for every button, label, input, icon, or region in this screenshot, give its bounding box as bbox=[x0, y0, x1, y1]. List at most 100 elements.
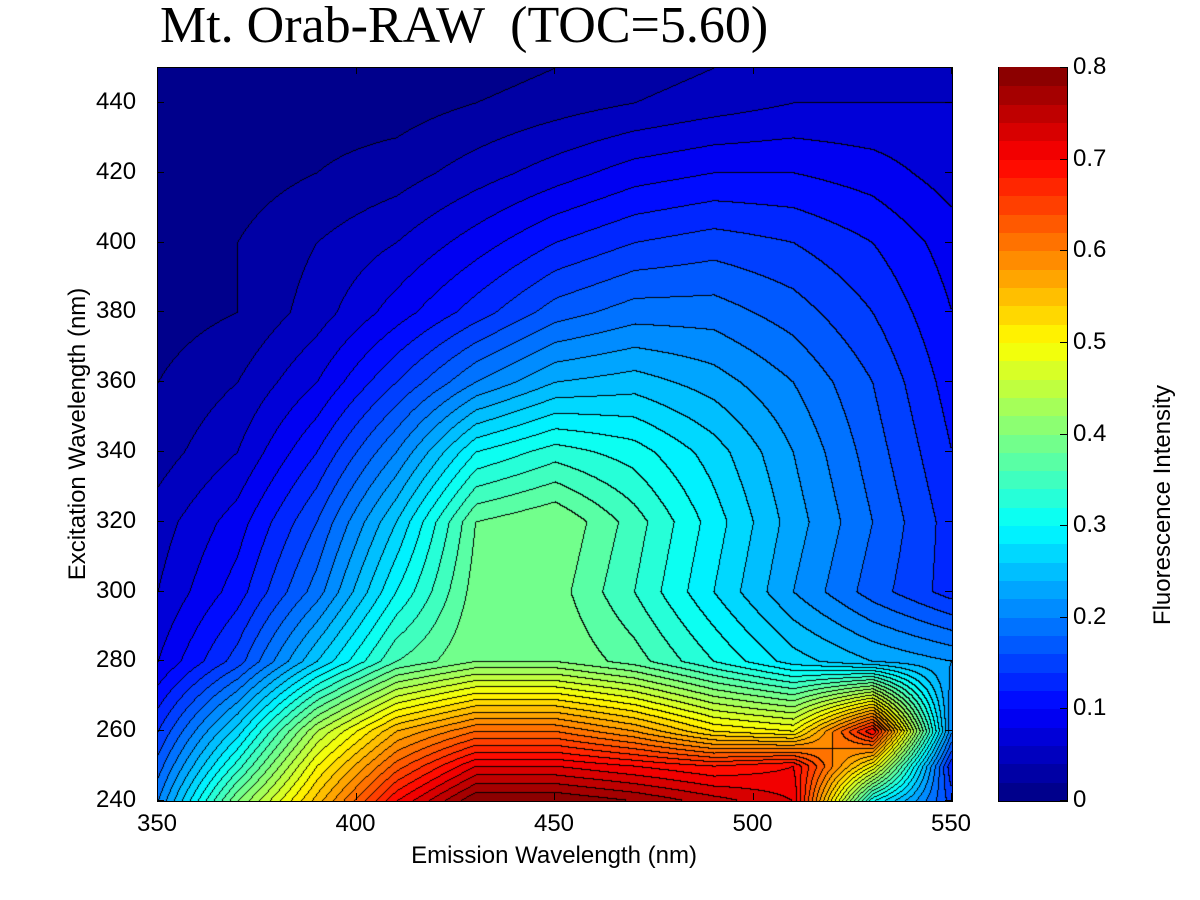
tick-mark bbox=[951, 67, 952, 74]
tick-mark bbox=[554, 793, 555, 800]
y-tick-label: 260 bbox=[96, 716, 137, 744]
colorbar-segment bbox=[999, 634, 1067, 655]
y-tick-label: 440 bbox=[96, 87, 137, 115]
tick-mark bbox=[157, 450, 164, 452]
colorbar-segment bbox=[999, 176, 1067, 197]
colorbar-segment bbox=[999, 689, 1067, 710]
colorbar-segment bbox=[999, 524, 1067, 545]
tick-mark bbox=[1060, 708, 1067, 710]
colorbar-segment bbox=[999, 451, 1067, 472]
y-tick-label: 400 bbox=[96, 227, 137, 255]
y-axis-label: Excitation Wavelength (nm) bbox=[64, 287, 91, 581]
colorbar-segment bbox=[999, 671, 1067, 692]
colorbar-segment bbox=[999, 543, 1067, 563]
colorbar-segment bbox=[999, 84, 1067, 105]
contour-field bbox=[158, 68, 952, 801]
y-tick-label: 300 bbox=[96, 576, 137, 604]
tick-mark bbox=[157, 241, 164, 243]
colorbar-tick-label: 0.7 bbox=[1073, 144, 1107, 172]
colorbar-segment bbox=[999, 469, 1067, 490]
chart-title: Mt. Orab-RAW (TOC=5.60) bbox=[160, 0, 769, 54]
colorbar-segment bbox=[999, 726, 1067, 747]
colorbar-segment bbox=[999, 323, 1067, 343]
y-tick-label: 340 bbox=[96, 436, 137, 464]
tick-mark bbox=[945, 590, 952, 592]
colorbar-segment bbox=[999, 396, 1067, 417]
tick-mark bbox=[945, 800, 952, 801]
tick-mark bbox=[752, 67, 754, 74]
tick-mark bbox=[554, 67, 555, 74]
colorbar-segment bbox=[999, 616, 1067, 637]
colorbar-segment bbox=[999, 158, 1067, 178]
colorbar-segment bbox=[999, 66, 1067, 87]
colorbar-tick-label: 0.8 bbox=[1073, 53, 1107, 80]
colorbar-segment bbox=[999, 762, 1067, 783]
tick-mark bbox=[945, 241, 952, 243]
tick-mark bbox=[1060, 341, 1067, 343]
colorbar-segment bbox=[999, 103, 1067, 123]
colorbar-segment bbox=[999, 378, 1067, 398]
x-tick-label: 550 bbox=[930, 810, 972, 837]
tick-mark bbox=[945, 520, 952, 522]
tick-mark bbox=[355, 793, 357, 800]
y-tick-label: 380 bbox=[96, 297, 137, 325]
tick-mark bbox=[1060, 800, 1067, 801]
y-tick-label: 280 bbox=[96, 646, 137, 674]
tick-mark bbox=[1060, 525, 1067, 527]
colorbar-segment bbox=[999, 121, 1067, 142]
colorbar-tick-label: 0.2 bbox=[1073, 602, 1107, 630]
tick-mark bbox=[951, 793, 952, 800]
tick-mark bbox=[355, 67, 357, 74]
colorbar-segment bbox=[999, 194, 1067, 215]
tick-mark bbox=[945, 660, 952, 662]
x-axis-label: Emission Wavelength (nm) bbox=[411, 842, 697, 869]
x-tick-label: 400 bbox=[335, 810, 376, 837]
tick-mark bbox=[1060, 67, 1067, 68]
tick-mark bbox=[157, 660, 164, 662]
colorbar-segment bbox=[999, 579, 1067, 600]
tick-mark bbox=[157, 800, 164, 801]
tick-mark bbox=[945, 730, 952, 732]
x-tick-label: 500 bbox=[732, 810, 773, 837]
colorbar-segment bbox=[999, 433, 1067, 453]
colorbar bbox=[998, 66, 1068, 802]
tick-mark bbox=[157, 67, 158, 74]
y-tick-label: 420 bbox=[96, 157, 137, 185]
tick-mark bbox=[157, 171, 164, 173]
colorbar-tick-label: 0 bbox=[1073, 786, 1087, 813]
colorbar-tick-label: 0.4 bbox=[1073, 419, 1107, 447]
colorbar-segment bbox=[999, 488, 1067, 508]
tick-mark bbox=[945, 311, 952, 313]
colorbar-tick-label: 0.1 bbox=[1073, 694, 1107, 722]
tick-mark bbox=[945, 171, 952, 173]
tick-mark bbox=[1060, 250, 1067, 252]
y-tick-label: 320 bbox=[96, 506, 137, 534]
plot-area bbox=[157, 67, 953, 802]
tick-mark bbox=[157, 311, 164, 313]
tick-mark bbox=[945, 381, 952, 383]
colorbar-tick-label: 0.3 bbox=[1073, 511, 1107, 539]
tick-mark bbox=[157, 381, 164, 383]
colorbar-segment bbox=[999, 304, 1067, 325]
colorbar-segment bbox=[999, 249, 1067, 270]
tick-mark bbox=[157, 793, 158, 800]
tick-mark bbox=[752, 793, 754, 800]
colorbar-segment bbox=[999, 781, 1067, 801]
colorbar-tick-label: 0.5 bbox=[1073, 327, 1107, 355]
colorbar-segment bbox=[999, 707, 1067, 728]
colorbar-segment bbox=[999, 213, 1067, 233]
colorbar-segment bbox=[999, 652, 1067, 673]
tick-mark bbox=[1060, 433, 1067, 435]
tick-mark bbox=[157, 590, 164, 592]
y-tick-label: 360 bbox=[96, 367, 137, 395]
x-tick-label: 450 bbox=[533, 810, 575, 837]
tick-mark bbox=[157, 520, 164, 522]
colorbar-segment bbox=[999, 139, 1067, 160]
colorbar-segment bbox=[999, 268, 1067, 288]
colorbar-label: Fluorescence Intensity bbox=[1149, 384, 1176, 626]
colorbar-segment bbox=[999, 597, 1067, 618]
y-tick-label: 240 bbox=[96, 786, 137, 813]
colorbar-segment bbox=[999, 561, 1067, 582]
x-tick-label: 350 bbox=[136, 810, 178, 837]
colorbar-segment bbox=[999, 744, 1067, 765]
